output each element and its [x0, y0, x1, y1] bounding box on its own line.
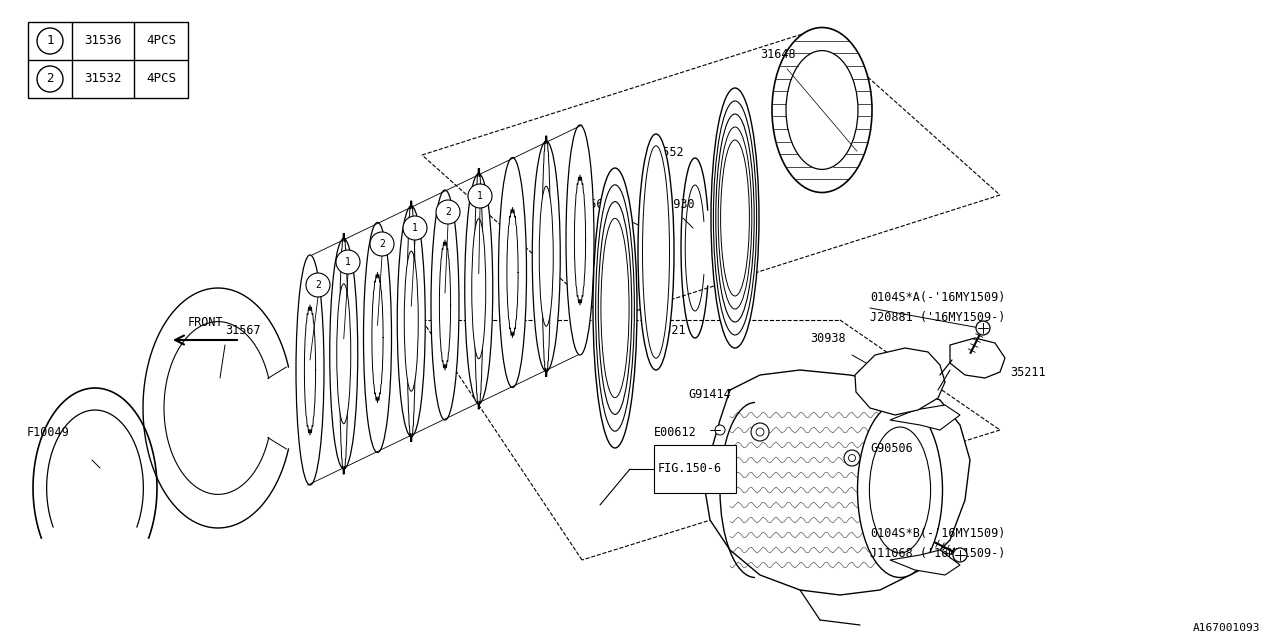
Text: 2: 2	[46, 72, 54, 86]
Text: 1: 1	[346, 257, 351, 267]
Ellipse shape	[330, 239, 357, 468]
Ellipse shape	[598, 202, 632, 415]
Circle shape	[756, 428, 764, 436]
Text: 1: 1	[46, 35, 54, 47]
Ellipse shape	[710, 88, 759, 348]
Text: 31521: 31521	[650, 323, 686, 337]
Ellipse shape	[532, 141, 561, 371]
Circle shape	[716, 425, 724, 435]
Text: 2: 2	[379, 239, 385, 249]
Text: G90506: G90506	[870, 442, 913, 454]
Ellipse shape	[716, 114, 754, 322]
Ellipse shape	[539, 186, 553, 326]
Ellipse shape	[869, 427, 931, 553]
Ellipse shape	[337, 284, 351, 424]
Ellipse shape	[858, 403, 942, 577]
Circle shape	[954, 548, 966, 562]
Ellipse shape	[600, 218, 628, 397]
Text: F10049: F10049	[27, 426, 69, 438]
Text: J20881 ('16MY1509-): J20881 ('16MY1509-)	[870, 312, 1005, 324]
Text: FIG.150-6: FIG.150-6	[658, 463, 722, 476]
Circle shape	[436, 200, 460, 224]
Text: 30938: 30938	[810, 332, 846, 344]
Circle shape	[370, 232, 394, 256]
Circle shape	[403, 216, 428, 240]
Circle shape	[37, 28, 63, 54]
Ellipse shape	[397, 206, 425, 436]
Text: 0104S*B(-'16MY1509): 0104S*B(-'16MY1509)	[870, 527, 1005, 540]
Polygon shape	[950, 338, 1005, 378]
Ellipse shape	[595, 185, 635, 431]
Text: 35211: 35211	[1010, 365, 1046, 378]
Bar	[654, 445, 736, 493]
Text: FRONT: FRONT	[187, 317, 223, 330]
Polygon shape	[855, 348, 945, 415]
Circle shape	[977, 321, 989, 335]
Polygon shape	[890, 550, 960, 575]
Text: 31536: 31536	[84, 35, 122, 47]
Ellipse shape	[593, 168, 637, 448]
Ellipse shape	[713, 101, 756, 335]
Ellipse shape	[772, 28, 872, 193]
Circle shape	[306, 273, 330, 297]
Ellipse shape	[431, 190, 460, 420]
Bar	[28, 22, 188, 98]
Ellipse shape	[643, 146, 669, 358]
Ellipse shape	[718, 127, 751, 309]
Text: 4PCS: 4PCS	[146, 35, 177, 47]
Ellipse shape	[472, 219, 485, 359]
Circle shape	[751, 423, 769, 441]
Text: 2: 2	[315, 280, 321, 290]
Ellipse shape	[721, 140, 749, 296]
Text: F0930: F0930	[660, 198, 695, 211]
Polygon shape	[705, 370, 970, 595]
Ellipse shape	[404, 252, 419, 391]
Circle shape	[468, 184, 492, 208]
Text: G91414: G91414	[689, 388, 731, 401]
Circle shape	[849, 454, 855, 461]
Ellipse shape	[498, 157, 526, 387]
Text: 31532: 31532	[84, 72, 122, 86]
Circle shape	[844, 450, 860, 466]
Text: 1: 1	[477, 191, 483, 201]
Text: A167001093: A167001093	[1193, 623, 1260, 633]
Ellipse shape	[296, 255, 324, 485]
Circle shape	[37, 66, 63, 92]
Text: 4PCS: 4PCS	[146, 72, 177, 86]
Text: E00612: E00612	[654, 426, 696, 438]
Text: J11068 ('16MY1509-): J11068 ('16MY1509-)	[870, 547, 1005, 559]
Polygon shape	[890, 405, 960, 430]
Ellipse shape	[566, 125, 594, 355]
Text: 2: 2	[445, 207, 451, 217]
Ellipse shape	[786, 51, 858, 170]
Text: 31648: 31648	[760, 49, 796, 61]
Text: 0104S*A(-'16MY1509): 0104S*A(-'16MY1509)	[870, 291, 1005, 305]
Ellipse shape	[465, 173, 493, 404]
Text: 31552: 31552	[648, 145, 684, 159]
Ellipse shape	[637, 134, 675, 370]
Text: 1: 1	[412, 223, 419, 233]
Text: 31668: 31668	[575, 198, 611, 211]
Text: 31567: 31567	[225, 323, 261, 337]
Ellipse shape	[364, 223, 392, 452]
Circle shape	[335, 250, 360, 274]
